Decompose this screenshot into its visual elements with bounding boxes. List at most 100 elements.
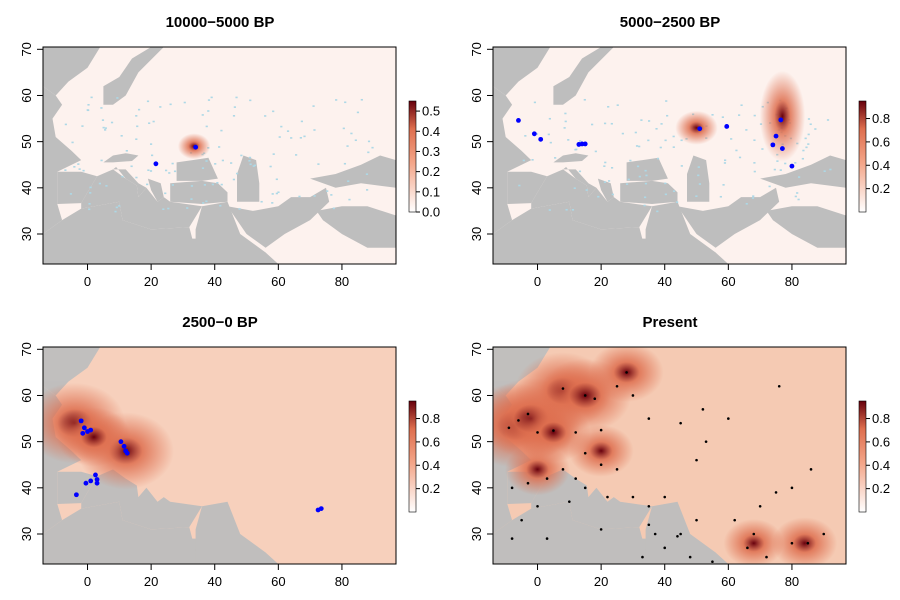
x-axis: 0 20 40 60 80	[84, 564, 349, 589]
lake-mark	[638, 175, 641, 178]
lake-mark	[518, 184, 521, 187]
lake-mark	[149, 170, 153, 172]
legend-colorbar	[858, 400, 867, 513]
highland-region	[563, 167, 597, 198]
lake-mark	[634, 131, 637, 134]
lake-mark	[672, 190, 676, 192]
lake-mark	[162, 208, 165, 211]
x-tick-label: 60	[271, 574, 285, 589]
sample-point	[822, 532, 826, 536]
y-tick-label: 30	[19, 227, 34, 241]
lake-mark	[88, 203, 91, 205]
lake-mark	[165, 169, 168, 172]
lake-mark	[805, 146, 808, 149]
highland-region	[597, 178, 614, 202]
highland-region	[553, 47, 614, 105]
y-tick-label: 70	[19, 342, 34, 356]
lake-mark	[252, 165, 255, 167]
lake-mark	[260, 200, 263, 203]
lake-mark	[346, 145, 349, 147]
sample-point	[809, 468, 813, 471]
sample-points	[507, 371, 826, 563]
lake-mark	[203, 184, 207, 186]
sample-point	[647, 417, 651, 420]
highland-region	[43, 501, 199, 564]
y-tick-label: 50	[19, 434, 34, 448]
lake-mark	[583, 98, 586, 101]
sample-point	[531, 131, 537, 137]
lake-mark	[644, 182, 648, 185]
lake-mark	[147, 169, 150, 172]
lake-mark	[680, 165, 683, 167]
y-tick-label: 40	[469, 181, 484, 195]
lake-mark	[326, 190, 329, 192]
highland-region	[507, 171, 548, 204]
lake-mark	[167, 207, 170, 210]
highland-region	[195, 201, 279, 264]
sample-point	[704, 440, 708, 443]
sample-point	[88, 427, 94, 433]
density-hotspot	[505, 443, 571, 496]
legend-colorbar	[408, 100, 417, 213]
sample-point	[758, 504, 762, 508]
lake-mark	[567, 139, 570, 141]
sample-point	[790, 486, 794, 490]
lake-mark	[171, 162, 174, 165]
sample-point	[94, 477, 100, 482]
y-tick-label: 40	[19, 181, 34, 195]
density-hotspot	[759, 70, 806, 162]
sea-region	[531, 169, 652, 230]
sample-point	[647, 523, 651, 527]
lake-mark	[348, 198, 351, 201]
highland-region	[103, 153, 139, 163]
sample-point	[631, 495, 635, 499]
lake-mark	[531, 159, 534, 161]
map-panel-present: Present 0 20 40 60 80 30 40 50 60 70 0.8 0.6 0.4 0.2	[450, 300, 900, 600]
sample-point	[124, 450, 130, 456]
lake-mark	[603, 165, 606, 167]
sample-point	[561, 468, 565, 471]
legend-tick-label: 0.5	[422, 104, 440, 119]
sample-point	[676, 534, 679, 538]
sample-point	[73, 492, 79, 498]
lake-mark	[610, 122, 613, 125]
lake-mark	[220, 183, 223, 186]
legend-tick-label: 0.4	[422, 458, 440, 473]
x-tick-label: 40	[207, 274, 221, 289]
plot-frame	[492, 46, 847, 265]
lake-mark	[548, 209, 551, 211]
lake-mark	[607, 105, 610, 108]
color-legend: 0.8 0.6 0.4 0.2	[408, 400, 440, 513]
sample-point	[615, 468, 619, 471]
lake-mark	[826, 119, 830, 121]
highland-region	[227, 187, 330, 248]
sea-region	[43, 86, 82, 234]
lake-mark	[672, 146, 675, 148]
lake-mark	[564, 112, 567, 115]
map-area	[493, 47, 846, 264]
lake-mark	[722, 184, 725, 186]
sample-point	[583, 451, 587, 455]
lake-mark	[230, 162, 233, 164]
lake-mark	[753, 139, 756, 142]
lake-mark	[548, 117, 551, 120]
y-tick-label: 70	[19, 42, 34, 56]
lake-mark	[354, 139, 357, 142]
lake-mark	[665, 100, 668, 102]
lake-mark	[300, 120, 303, 123]
lake-mark	[104, 127, 107, 129]
freshwater-layer	[64, 96, 374, 213]
lake-mark	[159, 106, 162, 108]
sample-point	[752, 532, 756, 536]
lake-mark	[365, 173, 369, 175]
map-plot: 0 20 40 60 80 30 40 50 60 70 0.8 0.6 0.4 0.2	[19, 342, 440, 589]
lake-mark	[100, 159, 103, 162]
density-layer	[675, 70, 806, 162]
sample-point	[599, 463, 603, 467]
lake-mark	[664, 182, 667, 185]
lake-mark	[809, 123, 812, 126]
lake-mark	[723, 162, 727, 164]
lake-mark	[753, 170, 756, 173]
lake-mark	[745, 129, 748, 131]
density-hotspot	[589, 347, 664, 402]
